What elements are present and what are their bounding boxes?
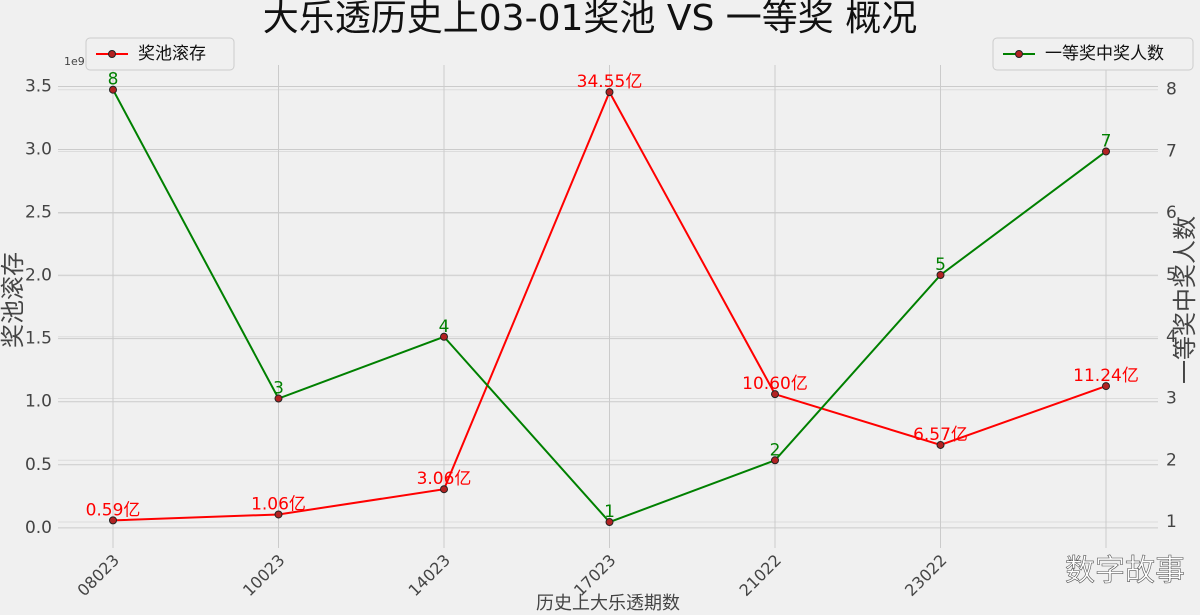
legend: 奖池滚存 bbox=[85, 37, 235, 71]
data-label: 6.57亿 bbox=[913, 425, 968, 445]
y2-tick-label: 8 bbox=[1166, 80, 1177, 100]
data-label: 3 bbox=[273, 379, 284, 399]
legend-label: 一等奖中奖人数 bbox=[1045, 44, 1164, 64]
grid bbox=[58, 65, 1158, 548]
data-point bbox=[936, 271, 945, 279]
y-tick-label: 0.5 bbox=[25, 455, 52, 475]
y-tick-label: 1.0 bbox=[25, 392, 52, 412]
data-label: 2 bbox=[770, 440, 781, 460]
legend-label: 奖池滚存 bbox=[138, 44, 206, 64]
legend: 一等奖中奖人数 bbox=[992, 37, 1194, 71]
data-point bbox=[605, 518, 614, 527]
y2-axis-label: 一等奖中奖人数 bbox=[1171, 216, 1199, 384]
data-label: 7 bbox=[1101, 131, 1112, 151]
y-tick-label: 2.0 bbox=[25, 266, 52, 286]
data-label: 5 bbox=[935, 255, 946, 275]
data-label: 4 bbox=[439, 317, 450, 337]
y-tick-label: 3.0 bbox=[25, 139, 52, 159]
y2-tick-label: 6 bbox=[1166, 203, 1177, 223]
data-point bbox=[936, 440, 945, 449]
x-axis-label: 历史上大乐透期数 bbox=[536, 593, 680, 614]
x-tick-label: 10023 bbox=[239, 551, 288, 600]
chart-title: 大乐透历史上03-01奖池 VS 一等奖 概况 bbox=[263, 0, 917, 39]
data-point bbox=[109, 516, 117, 525]
data-label: 0.59亿 bbox=[86, 500, 141, 520]
data-point bbox=[440, 485, 448, 494]
data-point bbox=[771, 390, 779, 399]
data-point bbox=[274, 394, 283, 403]
legend-box bbox=[992, 37, 1194, 71]
y2-tick-label: 1 bbox=[1166, 512, 1177, 532]
data-label: 8 bbox=[108, 70, 119, 90]
data-label: 1 bbox=[604, 502, 615, 522]
data-label: 11.24亿 bbox=[1073, 366, 1139, 386]
data-point bbox=[109, 85, 117, 94]
y-tick-label: 3.5 bbox=[25, 76, 52, 96]
data-label: 10.60亿 bbox=[742, 374, 808, 394]
y2-tick-label: 5 bbox=[1166, 265, 1177, 285]
y-tick-label: 2.5 bbox=[25, 203, 52, 223]
y-tick-label: 0.0 bbox=[25, 518, 52, 538]
y-axis-label: 奖池滚存 bbox=[0, 252, 27, 348]
y-offset-label: 1e9 bbox=[64, 55, 85, 68]
data-point bbox=[1102, 147, 1110, 156]
x-tick-label: 21022 bbox=[736, 551, 785, 600]
y2-tick-label: 2 bbox=[1166, 450, 1177, 470]
watermark: 数字故事 bbox=[1065, 554, 1185, 589]
legend-marker bbox=[108, 50, 116, 58]
y2-tick-label: 7 bbox=[1166, 141, 1177, 161]
data-point bbox=[605, 88, 614, 97]
x-tick-label: 14023 bbox=[405, 551, 454, 600]
data-label: 34.55亿 bbox=[577, 72, 643, 92]
data-point bbox=[274, 510, 283, 519]
data-point bbox=[771, 456, 779, 465]
data-point bbox=[440, 332, 448, 341]
data-label: 1.06亿 bbox=[251, 494, 306, 514]
data-point bbox=[1102, 382, 1110, 391]
y2-tick-label: 3 bbox=[1166, 389, 1177, 409]
x-tick-label: 08023 bbox=[74, 551, 123, 600]
legend-box bbox=[85, 37, 235, 71]
y2-tick-label: 4 bbox=[1166, 327, 1177, 347]
y-tick-label: 1.5 bbox=[25, 329, 52, 349]
legend-marker bbox=[1015, 50, 1023, 58]
x-tick-label: 23022 bbox=[901, 551, 950, 600]
data-label: 3.06亿 bbox=[417, 469, 472, 489]
